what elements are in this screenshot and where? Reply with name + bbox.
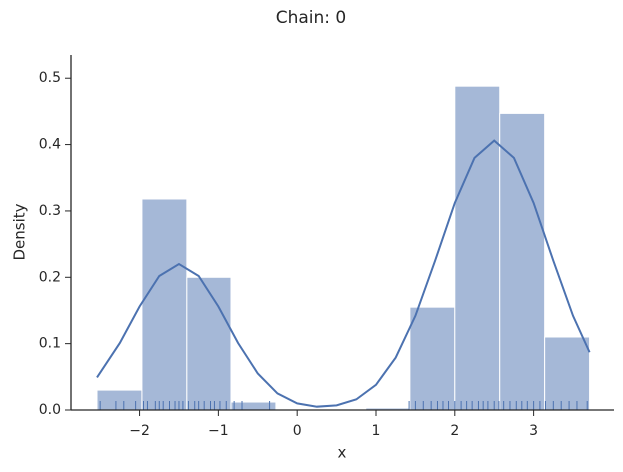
kde-line bbox=[96, 139, 591, 408]
histogram-bar bbox=[141, 198, 188, 411]
histogram-bar bbox=[186, 276, 232, 411]
y-tick-label: 0.2 bbox=[39, 269, 61, 285]
chart-title: Chain: 0 bbox=[276, 8, 347, 28]
histogram-bar bbox=[544, 336, 591, 411]
y-tick-label: 0.3 bbox=[39, 203, 61, 219]
y-tick-label: 0.0 bbox=[39, 402, 61, 418]
x-axis-label: x bbox=[338, 444, 347, 462]
y-axis-label: Density bbox=[11, 203, 29, 260]
histogram-bar bbox=[454, 85, 501, 411]
y-tick-label: 0.1 bbox=[39, 336, 61, 352]
x-tick-label: −1 bbox=[208, 423, 229, 439]
x-tick-label: 2 bbox=[450, 423, 459, 439]
x-tick-label: −2 bbox=[129, 423, 150, 439]
y-tick-label: 0.5 bbox=[39, 70, 61, 86]
x-tick-label: 0 bbox=[293, 423, 302, 439]
x-tick-label: 1 bbox=[372, 423, 381, 439]
y-tick-label: 0.4 bbox=[39, 137, 61, 153]
histogram-bar bbox=[499, 112, 546, 411]
x-tick-label: 3 bbox=[529, 423, 538, 439]
histogram-bar bbox=[409, 306, 456, 411]
